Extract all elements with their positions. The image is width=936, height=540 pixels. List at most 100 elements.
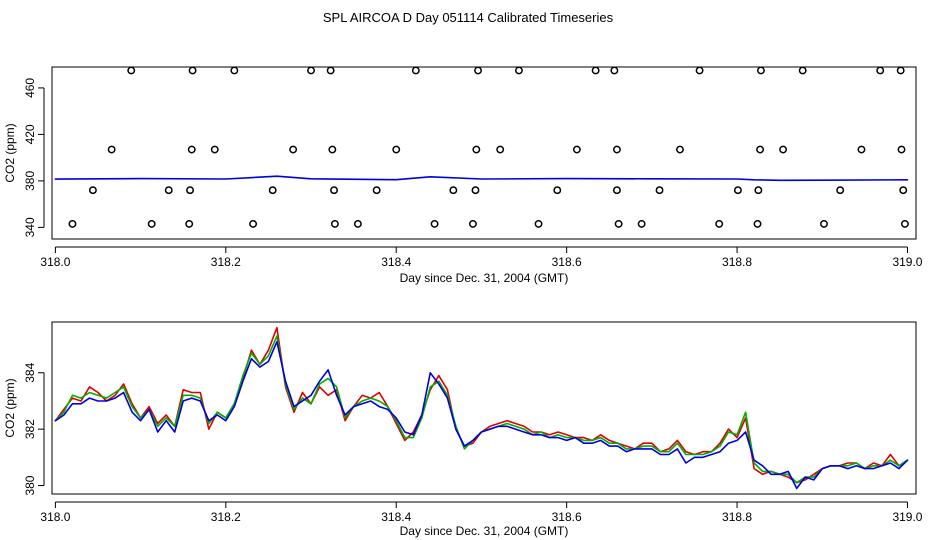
lower-y-axis-label: CO2 (ppm)	[3, 378, 17, 437]
y-tick-label: 460	[23, 78, 37, 98]
x-tick-label: 318.4	[381, 510, 411, 524]
data-point	[655, 186, 664, 195]
data-point	[798, 66, 807, 75]
y-tick-label: 380	[23, 171, 37, 191]
x-tick-label: 318.2	[211, 255, 241, 269]
data-point	[779, 145, 788, 154]
data-point	[897, 145, 906, 154]
x-tick-label: 318.8	[722, 510, 752, 524]
data-point	[185, 219, 194, 228]
series-line-red	[54, 326, 909, 484]
data-point	[733, 186, 742, 195]
data-point	[610, 66, 619, 75]
data-point	[876, 66, 885, 75]
data-point	[514, 66, 523, 75]
upper-x-axis: 318.0 318.2 318.4 318.6 318.8 319.0	[40, 246, 923, 269]
data-point	[836, 186, 845, 195]
lower-x-axis: 318.0 318.2 318.4 318.6 318.8 319.0	[40, 501, 923, 524]
data-point	[411, 66, 420, 75]
data-point	[468, 219, 477, 228]
data-point	[187, 145, 196, 154]
data-point	[430, 219, 439, 228]
data-point	[147, 219, 156, 228]
data-point	[614, 219, 623, 228]
data-point	[353, 219, 362, 228]
lower-panel: 318.0 318.2 318.4 318.6 318.8 319.0 380 382 384…	[3, 321, 923, 538]
upper-y-axis-label: CO2 (ppm)	[3, 123, 17, 182]
data-point	[307, 66, 315, 75]
x-tick-label: 318.0	[40, 255, 70, 269]
data-point	[474, 66, 482, 75]
x-tick-label: 319.0	[892, 510, 922, 524]
data-point	[449, 186, 458, 195]
data-point	[330, 186, 338, 195]
x-tick-label: 318.8	[722, 255, 752, 269]
x-tick-label: 319.0	[892, 255, 922, 269]
series-line-blue	[54, 340, 909, 490]
data-point	[534, 219, 543, 228]
upper-panel: 318.0 318.2 318.4 318.6 318.8 319.0 340 380 420…	[3, 66, 923, 285]
data-point	[676, 145, 684, 154]
series-line-timeseries	[54, 175, 909, 182]
upper-plot-marks	[54, 66, 909, 228]
data-point	[471, 186, 480, 195]
y-tick-label: 340	[23, 217, 37, 237]
x-tick-label: 318.0	[40, 510, 70, 524]
data-point	[330, 219, 339, 228]
series-line-green	[54, 335, 909, 484]
data-point	[612, 186, 621, 195]
data-point	[572, 145, 581, 154]
lower-plot-frame	[51, 321, 917, 495]
data-point	[820, 219, 828, 228]
data-point	[392, 145, 401, 154]
data-point	[695, 66, 704, 75]
data-point	[754, 186, 763, 195]
data-point	[900, 219, 909, 228]
upper-x-axis-label: Day since Dec. 31, 2004 (GMT)	[400, 271, 569, 285]
upper-plot-frame	[51, 66, 917, 240]
data-point	[756, 66, 765, 75]
x-tick-label: 318.4	[381, 255, 411, 269]
x-tick-label: 318.6	[552, 255, 582, 269]
figure-title: SPL AIRCOA D Day 051114 Calibrated Times…	[323, 10, 614, 25]
data-point	[637, 219, 646, 228]
data-point	[164, 186, 173, 195]
data-point	[756, 145, 765, 154]
data-point	[591, 66, 600, 75]
data-point	[107, 145, 116, 154]
data-point	[857, 145, 866, 154]
data-point	[88, 186, 97, 195]
y-tick-label: 382	[23, 419, 37, 439]
data-point	[127, 66, 136, 75]
y-tick-label: 380	[23, 475, 37, 495]
data-point	[899, 186, 908, 195]
lower-y-axis: 380 382 384	[23, 362, 45, 496]
data-point	[188, 66, 197, 75]
data-point	[612, 145, 621, 154]
data-point	[372, 186, 381, 195]
upper-y-axis: 340 380 420 460	[23, 78, 45, 237]
y-tick-label: 420	[23, 124, 37, 144]
data-point	[328, 145, 337, 154]
data-point	[68, 219, 77, 228]
data-point	[472, 145, 481, 154]
x-tick-label: 318.2	[211, 510, 241, 524]
data-point	[186, 186, 194, 195]
data-point	[326, 66, 335, 75]
data-point	[249, 219, 258, 228]
data-point	[210, 145, 219, 154]
data-point	[268, 186, 277, 195]
data-point	[496, 145, 505, 154]
data-point	[230, 66, 239, 75]
data-point	[715, 219, 724, 228]
data-point	[753, 219, 762, 228]
x-tick-label: 318.6	[552, 510, 582, 524]
data-point	[896, 66, 905, 75]
data-point	[289, 145, 298, 154]
y-tick-label: 384	[23, 362, 37, 382]
lower-plot-marks	[54, 326, 909, 490]
lower-x-axis-label: Day since Dec. 31, 2004 (GMT)	[400, 524, 569, 538]
data-point	[553, 186, 562, 195]
